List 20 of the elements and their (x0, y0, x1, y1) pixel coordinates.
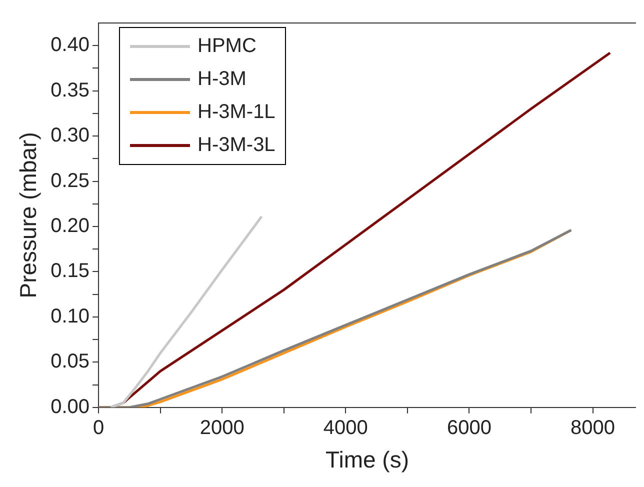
y-tick-label: 0.40 (50, 34, 90, 56)
legend-label: H-3M (198, 68, 246, 91)
y-tick-label: 0.15 (50, 260, 90, 282)
y-tick-label: 0.25 (50, 170, 90, 192)
legend-label: H-3M-1L (198, 101, 276, 124)
y-tick-label: 0.05 (50, 350, 90, 373)
legend-label: H-3M-3L (198, 134, 276, 157)
x-tick-label: 6000 (446, 416, 492, 439)
x-tick-label: 8000 (570, 416, 616, 439)
y-axis-title: Pressure (mbar) (15, 132, 42, 298)
x-tick-label: 2000 (200, 416, 244, 439)
x-tick-label: 0 (92, 416, 104, 439)
x-axis-title: Time (s) (326, 446, 409, 473)
y-tick-label: 0.10 (50, 305, 90, 328)
y-tick-label: 0.20 (50, 215, 90, 238)
x-tick-label: 4000 (323, 416, 368, 439)
y-tick-label: 0.30 (50, 124, 90, 147)
legend-label: HPMC (198, 35, 256, 58)
y-tick-label: 0.00 (50, 396, 90, 418)
y-tick-label: 0.35 (50, 79, 90, 102)
